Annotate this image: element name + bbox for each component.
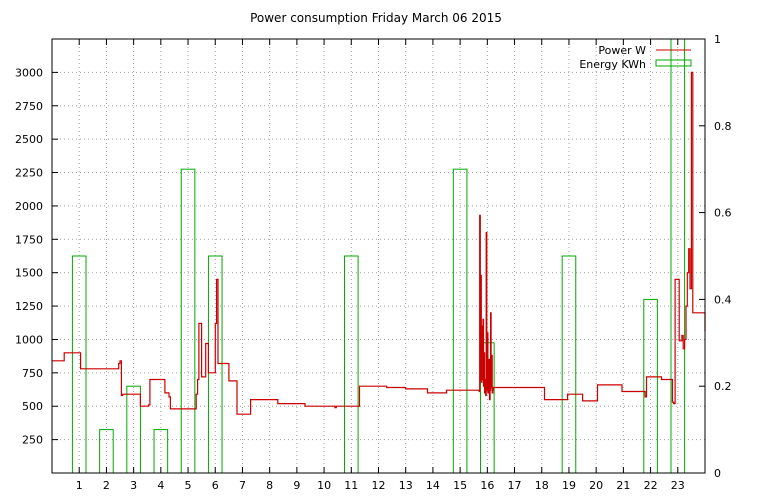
x-tick-label: 19 [562,479,576,492]
x-tick-label: 6 [212,479,219,492]
x-tick-label: 12 [372,479,386,492]
x-tick-label: 11 [344,479,358,492]
x-tick-label: 8 [266,479,273,492]
x-tick-label: 14 [426,479,440,492]
y-tick-label: 1250 [15,300,43,313]
y2-tick-label: 0 [714,467,721,480]
y-tick-label: 2000 [15,200,43,213]
y-tick-label: 2250 [15,167,43,180]
y-tick-label: 750 [22,367,43,380]
x-tick-label: 17 [508,479,522,492]
legend-power-label: Power W [598,44,646,57]
x-tick-label: 9 [293,479,300,492]
energy-bar [343,255,359,474]
x-tick-label: 10 [317,479,331,492]
y-tick-label: 1500 [15,267,43,280]
x-tick-label: 22 [644,479,658,492]
x-tick-label: 1 [76,479,83,492]
x-tick-label: 3 [130,479,137,492]
y2-tick-label: 0.2 [714,380,732,393]
x-tick-label: 16 [480,479,494,492]
x-tick-label: 7 [239,479,246,492]
energy-bar [561,255,577,474]
y2-tick-label: 0.8 [714,120,732,133]
energy-bar [71,255,87,474]
power-line [52,71,706,415]
y-tick-label: 250 [22,434,43,447]
y2-tick-label: 1 [714,33,721,46]
y-tick-label: 2750 [15,100,43,113]
x-tick-label: 5 [185,479,192,492]
energy-bar [643,298,658,474]
y-tick-label: 1000 [15,333,43,346]
x-tick-label: 21 [616,479,630,492]
legend-energy-label: Energy KWh [579,58,646,71]
x-tick-label: 15 [453,479,467,492]
x-tick-label: 13 [399,479,413,492]
axes: 1 2 3 4 5 6 7 8 9 10 11 12 13 14 15 16 17 18 19 20 21 22 23250… [15,33,732,492]
grid [52,39,705,473]
x-tick-label: 23 [671,479,685,492]
legend: Power W Energy KWh [579,44,692,71]
y2-tick-label: 0.4 [714,293,732,306]
x-tick-label: 18 [535,479,549,492]
y-tick-label: 500 [22,400,43,413]
y-tick-label: 2500 [15,133,43,146]
power-series [52,71,706,415]
x-tick-label: 2 [103,479,110,492]
chart-title: Power consumption Friday March 06 2015 [250,11,502,25]
legend-energy-swatch [655,59,692,67]
y-tick-label: 3000 [15,66,43,79]
x-tick-label: 20 [589,479,603,492]
x-tick-label: 4 [157,479,164,492]
y2-tick-label: 0.6 [714,207,732,220]
y-tick-label: 1750 [15,233,43,246]
